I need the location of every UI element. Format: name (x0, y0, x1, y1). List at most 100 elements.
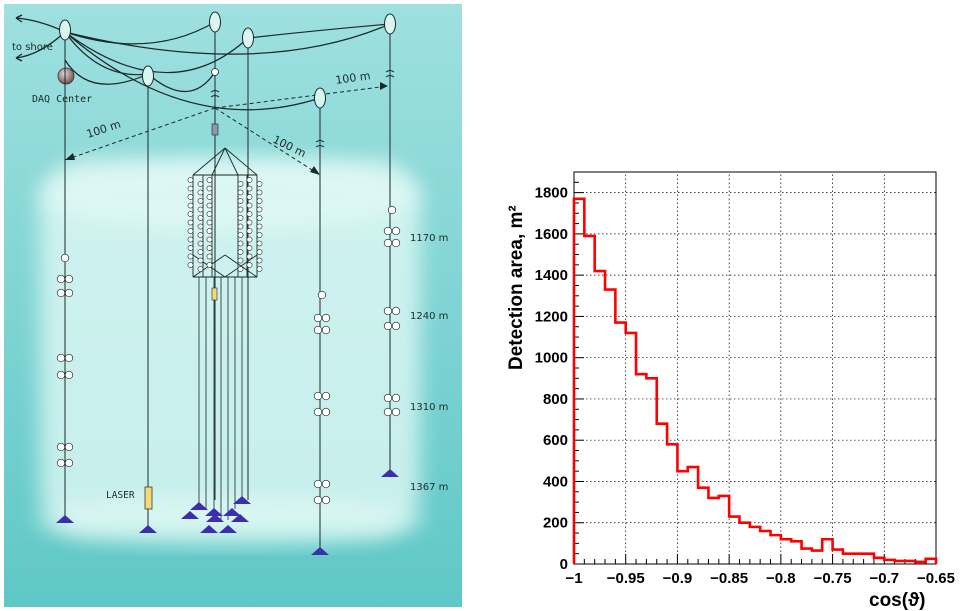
x-tick-label: −0.95 (607, 570, 645, 587)
optical-module (383, 306, 393, 316)
optical-module (256, 240, 263, 247)
optical-module (383, 393, 393, 403)
anchor (233, 496, 251, 504)
detection-area-chart: 0 200 400 600 800 1000 1200 1400 1600 1800 −1 −0.9… (506, 171, 955, 611)
optical-module (197, 257, 204, 264)
anchors (56, 469, 399, 555)
optical-module (391, 321, 401, 331)
detection-area-histogram (572, 197, 938, 564)
optical-module (321, 313, 331, 323)
optical-module (237, 198, 244, 204)
module-housing (211, 123, 219, 136)
depth-label: 1310 m (410, 402, 448, 413)
laser-label: LASER (106, 490, 135, 501)
optical-module (246, 177, 253, 183)
anchor (219, 525, 237, 533)
optical-module (197, 266, 204, 272)
optical-module (256, 266, 263, 272)
x-tick-label: −0.7 (869, 570, 899, 587)
buoy (242, 27, 254, 49)
optical-module (237, 249, 244, 255)
optical-module (56, 442, 66, 452)
optical-module (60, 253, 70, 263)
optical-module (383, 226, 393, 236)
surface-buoys (59, 11, 396, 109)
anchor (206, 514, 224, 522)
optical-module (197, 249, 204, 255)
optical-module (64, 458, 74, 468)
y-tick-label: 1600 (535, 226, 568, 243)
optical-module (391, 393, 401, 403)
optical-module (256, 189, 263, 196)
spacing-arrows (64, 85, 389, 176)
detector-volume-bottom (35, 495, 425, 545)
optical-module (387, 205, 397, 215)
plot-frame (573, 171, 937, 565)
optical-module (383, 238, 393, 248)
optical-module (197, 189, 204, 196)
optical-module (64, 288, 74, 298)
optical-module (237, 189, 244, 196)
optical-module (237, 215, 244, 221)
surface-cables (64, 21, 391, 111)
optical-module (187, 245, 194, 251)
anchor (223, 508, 241, 516)
optical-module (206, 194, 213, 200)
optical-module (197, 223, 204, 230)
optical-module (64, 370, 74, 380)
optical-module (237, 232, 244, 238)
grid (574, 172, 936, 564)
buoy (142, 65, 154, 87)
optical-module (56, 288, 66, 298)
optical-module (56, 458, 66, 468)
optical-module (197, 232, 204, 238)
optical-module (64, 274, 74, 284)
optical-module (237, 240, 244, 247)
y-tick-label: 1800 (535, 185, 568, 202)
optical-module (391, 226, 401, 236)
optical-module (206, 185, 213, 192)
y-tick-label: 400 (543, 473, 568, 490)
optical-module (206, 253, 213, 260)
optical-module (197, 240, 204, 247)
optical-module (321, 391, 331, 401)
optical-module (246, 228, 253, 234)
optical-module (206, 211, 213, 217)
y-tick-label: 800 (543, 391, 568, 408)
daq-center-label: DAQ Center (32, 94, 92, 105)
optical-module (187, 185, 194, 192)
spacing-arrowheads (65, 82, 388, 175)
x-tick-label: −0.65 (917, 570, 955, 587)
anchor (181, 511, 199, 519)
optical-module (187, 177, 194, 183)
spacing-label: 100 m (335, 69, 372, 87)
optical-module (321, 495, 331, 505)
optical-module (246, 245, 253, 251)
optical-module (56, 353, 66, 363)
detector-volume-top (40, 160, 420, 230)
optical-module (64, 442, 74, 452)
optical-module (237, 206, 244, 213)
optical-module (206, 219, 213, 226)
optical-module (237, 266, 244, 272)
optical-module (391, 306, 401, 316)
optical-module (237, 181, 244, 187)
optical-module (187, 211, 194, 217)
depth-label: 1170 m (410, 233, 448, 244)
optical-module (313, 313, 323, 323)
optical-module (197, 181, 204, 187)
to-shore-label: to shore (12, 42, 53, 53)
y-tick-label: 1000 (535, 350, 568, 367)
optical-module (187, 202, 194, 209)
laser-device (144, 486, 153, 510)
detector-volume-glow (40, 160, 420, 535)
x-tick-label: −0.85 (710, 570, 748, 587)
optical-module (237, 257, 244, 264)
optical-module (321, 407, 331, 417)
x-tick-label: −1 (565, 570, 582, 587)
y-tick-label: 1400 (535, 267, 568, 284)
optical-module (206, 228, 213, 234)
optical-module (246, 219, 253, 226)
optical-module (313, 407, 323, 417)
anchor (56, 515, 74, 523)
